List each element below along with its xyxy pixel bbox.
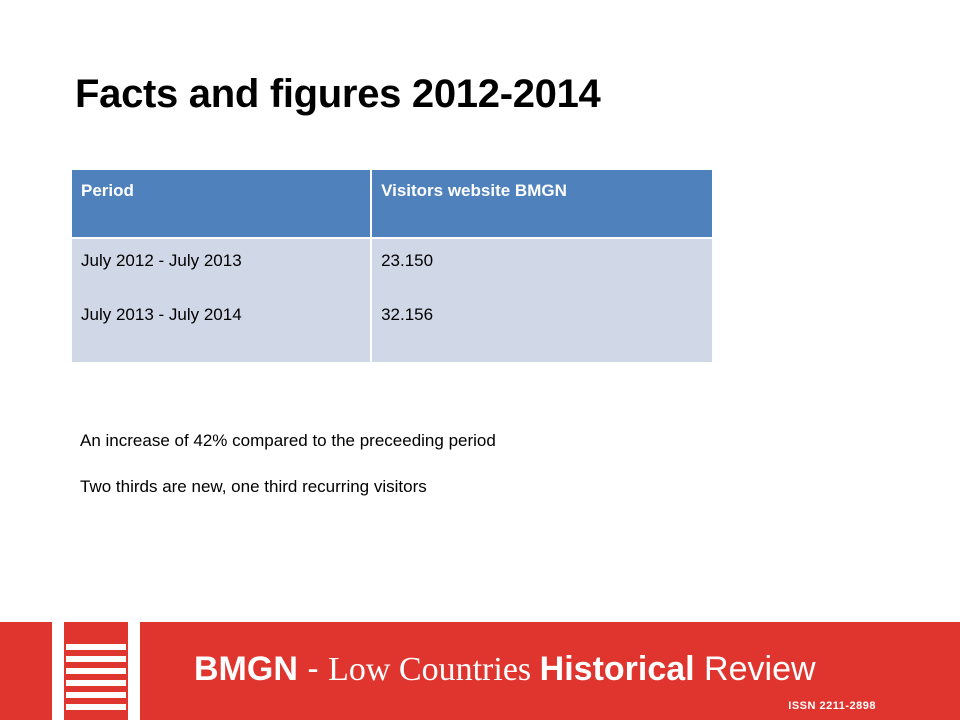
table-header-row: Period Visitors website BMGN [72,170,712,239]
footer-banner: BMGN - Low Countries Historical Review I… [0,622,960,720]
bmgn-logo-icon [52,622,140,720]
visitors-value: 32.156 [381,305,434,324]
footer-separator: - [297,650,329,688]
column-header-visitors: Visitors website BMGN [371,170,712,239]
note-new-visitors: Two thirds are new, one third recurring … [80,477,427,496]
period-value: July 2012 - July 2013 [81,251,242,270]
notes: An increase of 42% compared to the prece… [80,430,496,498]
footer-name-part2: Historical [539,650,695,688]
footer-brand: BMGN [194,650,298,688]
slide-title: Facts and figures 2012-2014 [75,72,601,116]
visitors-cell: 23.150 32.156 [371,238,712,362]
table-row: July 2012 - July 2013 July 2013 - July 2… [72,238,712,362]
visitors-table: Period Visitors website BMGN July 2012 -… [72,170,712,362]
note-increase: An increase of 42% compared to the prece… [80,431,496,450]
issn-label: ISSN 2211-2898 [788,700,876,712]
footer-name-part3: Review [694,650,816,688]
footer-journal-title: BMGN - Low Countries Historical Review [194,650,816,689]
visitors-value: 23.150 [381,251,434,270]
column-header-period: Period [72,170,373,239]
period-value: July 2013 - July 2014 [81,305,242,324]
footer-name-part1: Low Countries [328,651,540,688]
period-cell: July 2012 - July 2013 July 2013 - July 2… [72,238,373,362]
